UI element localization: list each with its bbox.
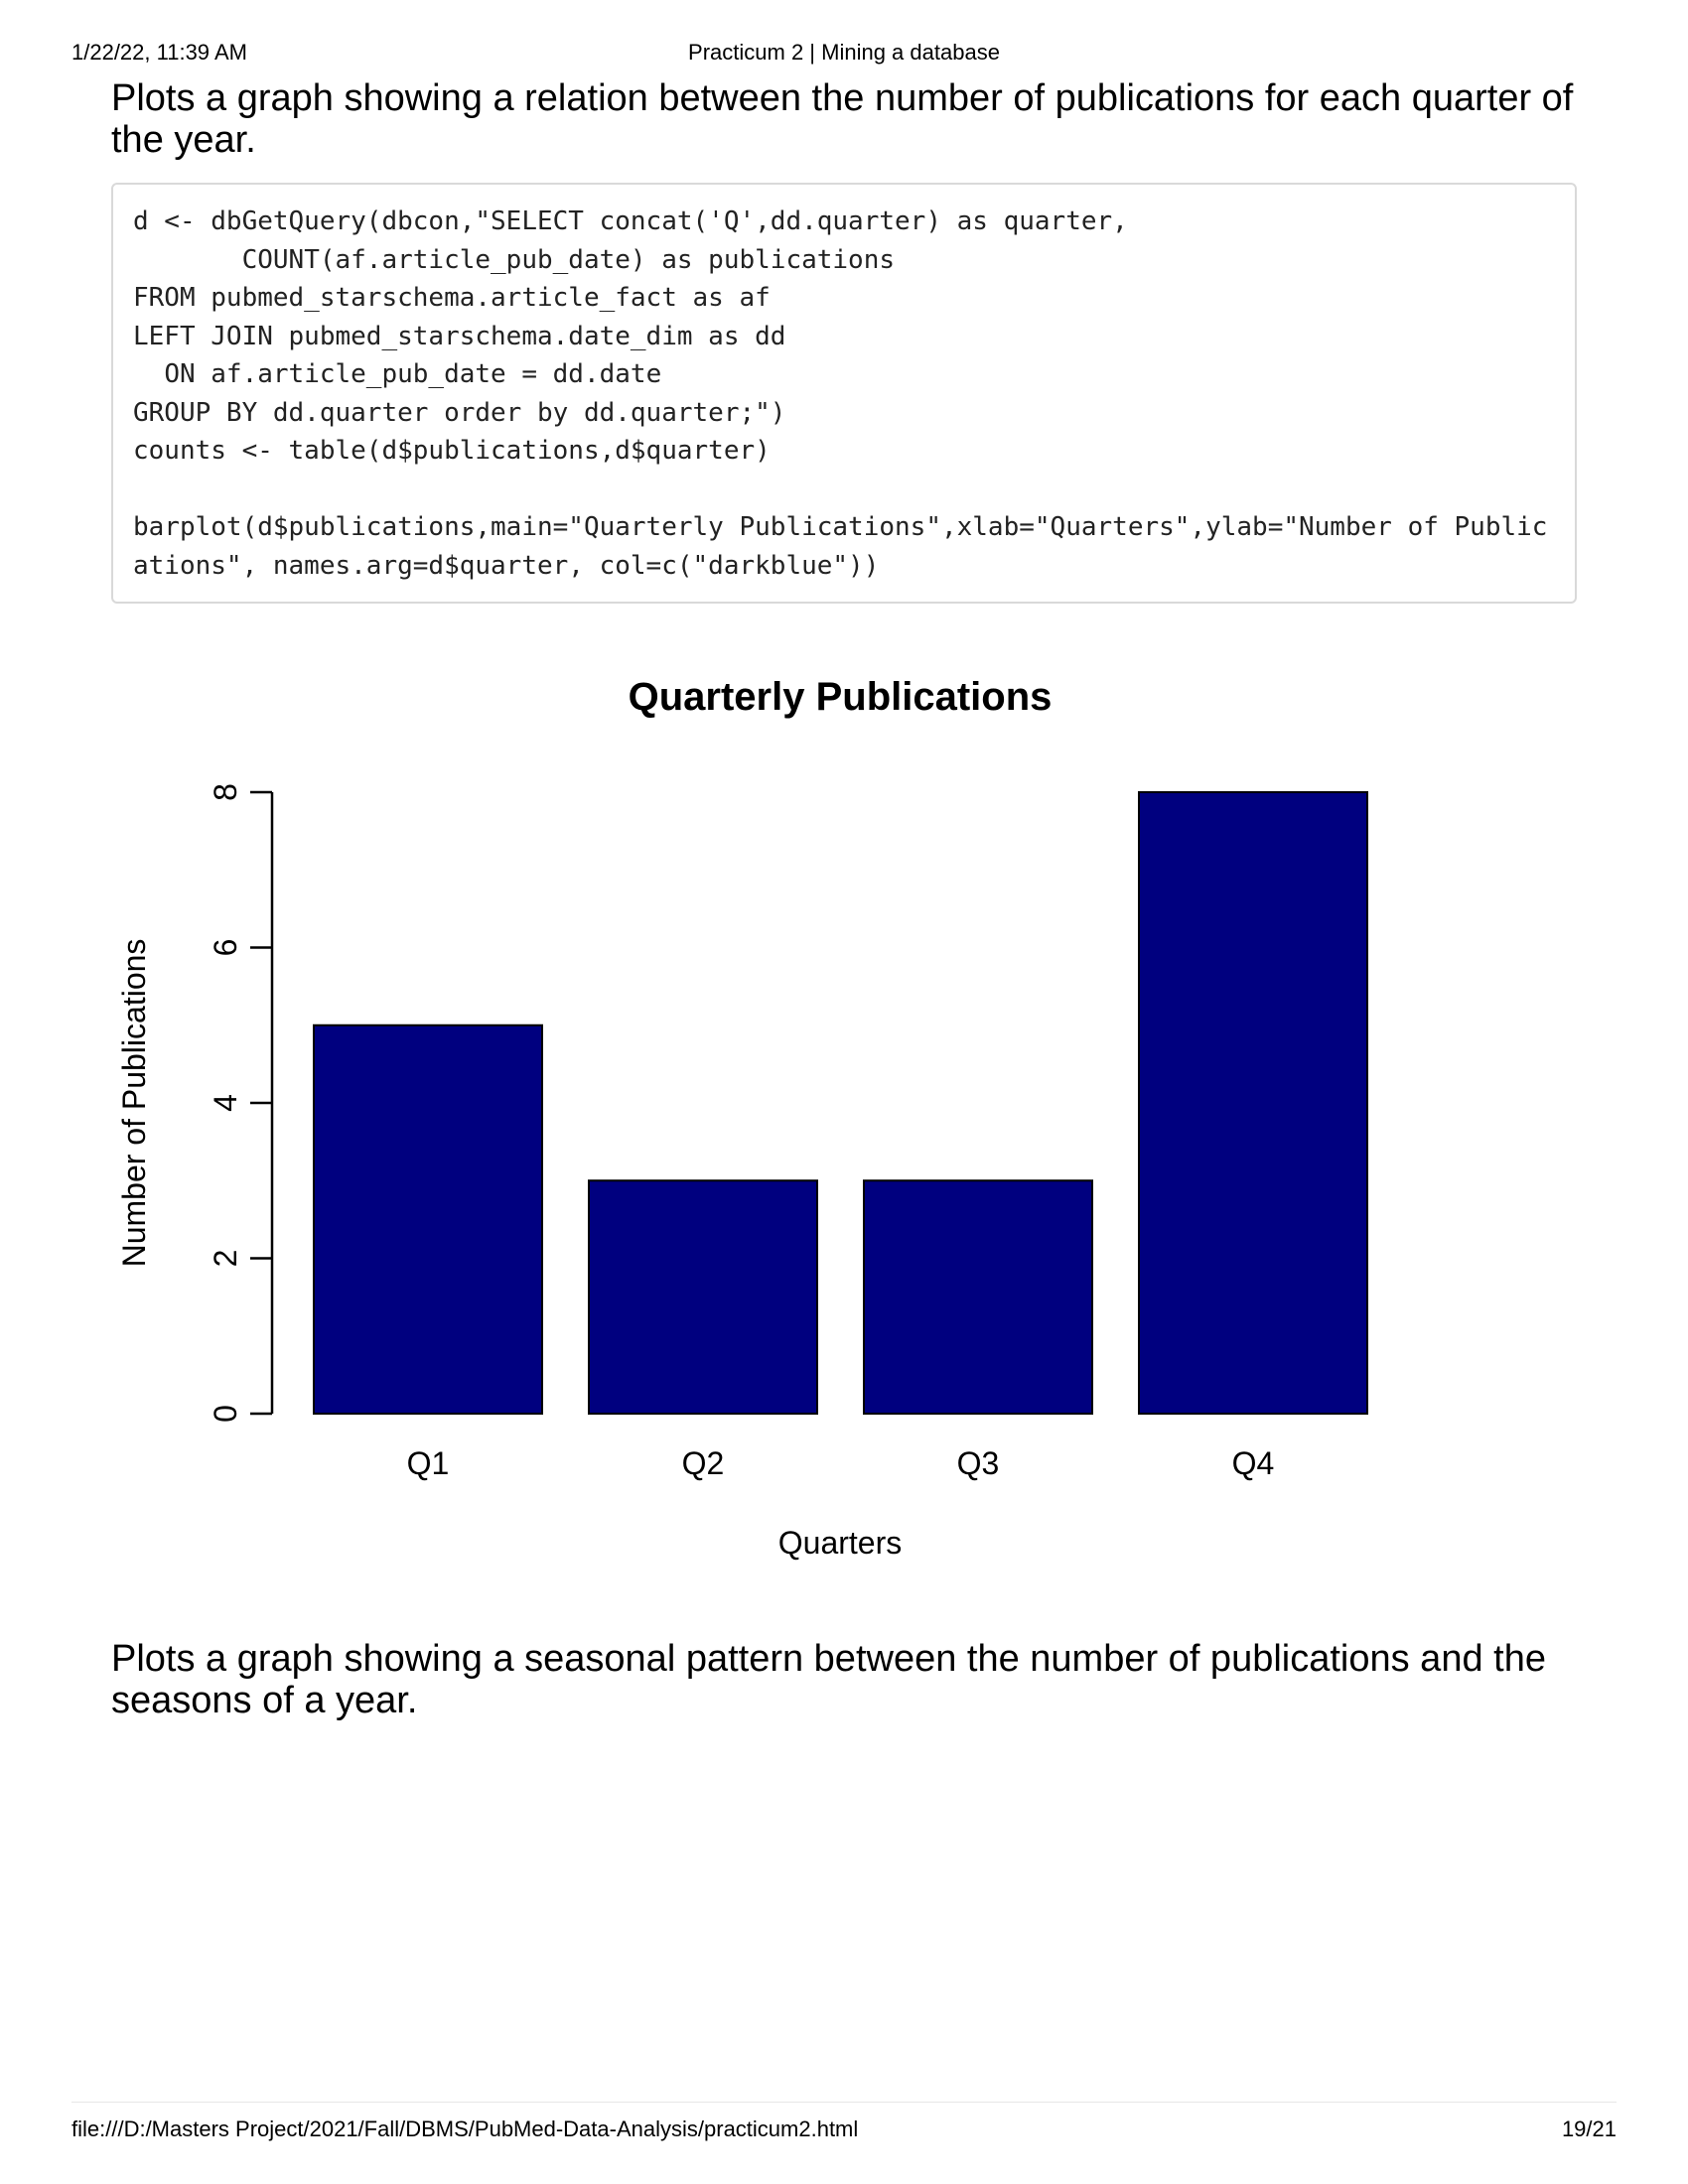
- bar-q1: [313, 1024, 543, 1415]
- x-tick-label: Q4: [1232, 1445, 1275, 1481]
- y-tick-label: 8: [208, 783, 243, 801]
- print-footer: file:///D:/Masters Project/2021/Fall/DBM…: [71, 2102, 1617, 2142]
- bar-q4: [1138, 791, 1368, 1415]
- x-tick-label: Q1: [407, 1445, 450, 1481]
- page-number: 19/21: [1561, 2116, 1617, 2141]
- x-tick-labels: Q1 Q2 Q3 Q4: [407, 1445, 1275, 1481]
- print-header: 1/22/22, 11:39 AM Practicum 2 | Mining a…: [71, 40, 1617, 69]
- code-block: d <- dbGetQuery(dbcon,"SELECT concat('Q'…: [111, 183, 1577, 604]
- bar-chart: Quarterly Publications 0 2 4 6 8 Q1 Q2 Q3 Q4 Qu…: [99, 655, 1589, 1588]
- y-tick-label: 4: [208, 1094, 243, 1112]
- document-title: Practicum 2 | Mining a database: [688, 40, 1000, 65]
- bar-chart-svg: Quarterly Publications 0 2 4 6 8 Q1 Q2 Q3 Q4 Qu…: [116, 675, 1368, 1561]
- y-tick-label: 0: [208, 1405, 243, 1423]
- chart-title: Quarterly Publications: [629, 675, 1053, 719]
- r-code: d <- dbGetQuery(dbcon,"SELECT concat('Q'…: [133, 206, 1548, 581]
- file-path: file:///D:/Masters Project/2021/Fall/DBM…: [71, 2116, 859, 2141]
- intro-paragraph: Plots a graph showing a relation between…: [111, 77, 1574, 161]
- next-paragraph: Plots a graph showing a seasonal pattern…: [111, 1638, 1546, 1721]
- bar-q2: [588, 1179, 818, 1415]
- print-datetime: 1/22/22, 11:39 AM: [71, 40, 247, 65]
- x-tick-label: Q3: [957, 1445, 1000, 1481]
- y-tick-label: 2: [208, 1250, 243, 1268]
- bar-q3: [863, 1179, 1093, 1415]
- x-tick-label: Q2: [682, 1445, 725, 1481]
- bars: [313, 791, 1368, 1415]
- x-axis-label: Quarters: [778, 1525, 902, 1561]
- y-axis-label: Number of Publications: [116, 939, 152, 1268]
- y-tick-label: 6: [208, 939, 243, 957]
- y-axis: 0 2 4 6 8: [208, 783, 274, 1423]
